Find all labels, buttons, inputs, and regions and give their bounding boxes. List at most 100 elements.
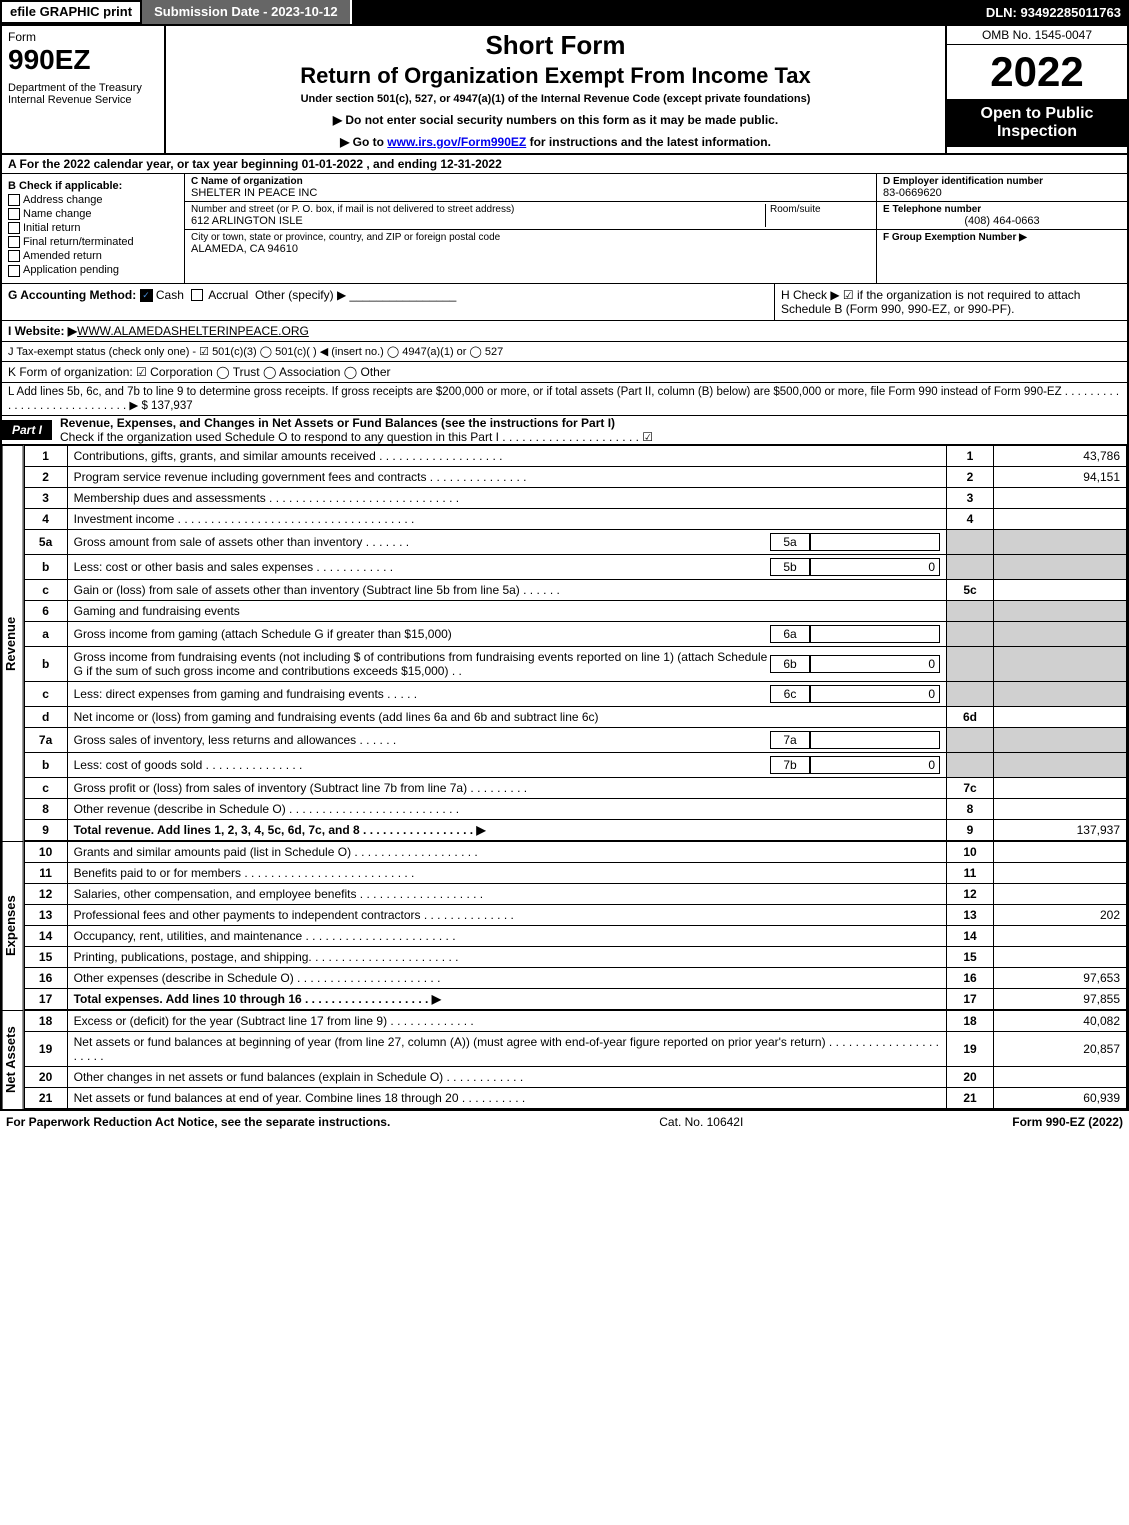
e12-amt [994, 883, 1127, 904]
form-word: Form [8, 30, 158, 44]
part1-check-text: Check if the organization used Schedule … [60, 430, 653, 444]
city-state-zip: ALAMEDA, CA 94610 [191, 243, 500, 255]
revenue-vlabel: Revenue [2, 445, 24, 841]
r1-desc: Contributions, gifts, grants, and simila… [67, 445, 946, 466]
e14-num: 14 [24, 925, 67, 946]
e16-ln: 16 [947, 967, 994, 988]
chk-amended[interactable]: Amended return [8, 250, 178, 262]
section-bcde: B Check if applicable: Address change Na… [2, 174, 1127, 284]
row-8: 8Other revenue (describe in Schedule O) … [24, 798, 1126, 819]
r5b-val: 0 [810, 558, 940, 576]
n20-amt [994, 1066, 1127, 1087]
part-1-header: Part I Revenue, Expenses, and Changes in… [2, 416, 1127, 445]
r6c-text: Less: direct expenses from gaming and fu… [74, 687, 770, 701]
e17-text: Total expenses. Add lines 10 through 16 … [74, 992, 441, 1006]
r5a-text: Gross amount from sale of assets other t… [74, 535, 770, 549]
r6b-val: 0 [810, 655, 940, 673]
e15-ln: 15 [947, 946, 994, 967]
chk-final-return[interactable]: Final return/terminated [8, 236, 178, 248]
d-label: D Employer identification number [883, 176, 1121, 187]
f-label: F Group Exemption Number ▶ [883, 232, 1121, 243]
r6a-amt [994, 621, 1127, 646]
city-row: City or town, state or province, country… [185, 230, 876, 283]
opt-amended: Amended return [23, 250, 102, 262]
r5b-desc: Less: cost or other basis and sales expe… [67, 554, 946, 579]
chk-name-change[interactable]: Name change [8, 208, 178, 220]
column-b: B Check if applicable: Address change Na… [2, 174, 185, 283]
page-footer: For Paperwork Reduction Act Notice, see … [0, 1111, 1129, 1133]
irs-link[interactable]: www.irs.gov/Form990EZ [387, 135, 526, 149]
form-number: 990EZ [8, 44, 158, 76]
column-c: C Name of organization SHELTER IN PEACE … [185, 174, 876, 283]
row-6c: c Less: direct expenses from gaming and … [24, 681, 1126, 706]
r6a-ln [947, 621, 994, 646]
part1-title-text: Revenue, Expenses, and Changes in Net As… [60, 416, 615, 430]
r8-ln: 8 [947, 798, 994, 819]
r9-ln: 9 [947, 819, 994, 840]
row-19: 19Net assets or fund balances at beginni… [24, 1031, 1126, 1066]
chk-initial-return[interactable]: Initial return [8, 222, 178, 234]
r7b-desc: Less: cost of goods sold . . . . . . . .… [67, 752, 946, 777]
short-form-label: Short Form [176, 30, 935, 61]
other-label: Other (specify) ▶ [255, 288, 346, 302]
e15-desc: Printing, publications, postage, and shi… [67, 946, 946, 967]
e10-amt [994, 841, 1127, 862]
row-6: 6Gaming and fundraising events [24, 600, 1126, 621]
row-5a: 5a Gross amount from sale of assets othe… [24, 529, 1126, 554]
efile-print-label[interactable]: efile GRAPHIC print [0, 0, 142, 24]
e11-amt [994, 862, 1127, 883]
r6a-desc: Gross income from gaming (attach Schedul… [67, 621, 946, 646]
r7b-text: Less: cost of goods sold . . . . . . . .… [74, 758, 770, 772]
instruction-1: ▶ Do not enter social security numbers o… [176, 113, 935, 127]
line-g: G Accounting Method: Cash Accrual Other … [2, 284, 774, 320]
n21-num: 21 [24, 1087, 67, 1108]
r5a-amt [994, 529, 1127, 554]
r2-amt: 94,151 [994, 466, 1127, 487]
website-value[interactable]: WWW.ALAMEDASHELTERINPEACE.ORG [77, 324, 309, 338]
r4-ln: 4 [947, 508, 994, 529]
row-6b: b Gross income from fundraising events (… [24, 646, 1126, 681]
row-13: 13Professional fees and other payments t… [24, 904, 1126, 925]
row-18: 18Excess or (deficit) for the year (Subt… [24, 1010, 1126, 1031]
row-21: 21Net assets or fund balances at end of … [24, 1087, 1126, 1108]
column-de: D Employer identification number 83-0669… [876, 174, 1127, 283]
e17-num: 17 [24, 988, 67, 1009]
n20-num: 20 [24, 1066, 67, 1087]
n21-desc: Net assets or fund balances at end of ye… [67, 1087, 946, 1108]
e12-num: 12 [24, 883, 67, 904]
r3-num: 3 [24, 487, 67, 508]
chk-app-pending[interactable]: Application pending [8, 264, 178, 276]
r7a-box: 7a [770, 731, 810, 749]
footer-cat: Cat. No. 10642I [659, 1115, 743, 1129]
street-label: Number and street (or P. O. box, if mail… [191, 204, 765, 215]
line-k: K Form of organization: ☑ Corporation ◯ … [2, 362, 1127, 383]
r8-amt [994, 798, 1127, 819]
e11-ln: 11 [947, 862, 994, 883]
r1-num: 1 [24, 445, 67, 466]
row-20: 20Other changes in net assets or fund ba… [24, 1066, 1126, 1087]
line-l: L Add lines 5b, 6c, and 7b to line 9 to … [2, 383, 1127, 416]
street-address: 612 ARLINGTON ISLE [191, 215, 765, 227]
accrual-checkbox[interactable] [191, 289, 203, 301]
instr2-post: for instructions and the latest informat… [526, 135, 771, 149]
row-7a: 7a Gross sales of inventory, less return… [24, 727, 1126, 752]
e13-amt: 202 [994, 904, 1127, 925]
e11-num: 11 [24, 862, 67, 883]
r6-ln [947, 600, 994, 621]
e14-ln: 14 [947, 925, 994, 946]
r5a-box: 5a [770, 533, 810, 551]
e15-num: 15 [24, 946, 67, 967]
r5a-val [810, 533, 940, 551]
n18-ln: 18 [947, 1010, 994, 1031]
chk-address-change[interactable]: Address change [8, 194, 178, 206]
r6-num: 6 [24, 600, 67, 621]
footer-left: For Paperwork Reduction Act Notice, see … [6, 1115, 390, 1129]
r3-ln: 3 [947, 487, 994, 508]
phone-row: E Telephone number (408) 464-0663 [877, 202, 1127, 230]
row-5c: cGain or (loss) from sale of assets othe… [24, 579, 1126, 600]
e12-desc: Salaries, other compensation, and employ… [67, 883, 946, 904]
cash-checkbox[interactable] [140, 289, 153, 302]
netassets-section: Net Assets 18Excess or (deficit) for the… [2, 1010, 1127, 1109]
line-i: I Website: ▶WWW.ALAMEDASHELTERINPEACE.OR… [2, 321, 1127, 342]
form-subtitle: Under section 501(c), 527, or 4947(a)(1)… [176, 93, 935, 105]
